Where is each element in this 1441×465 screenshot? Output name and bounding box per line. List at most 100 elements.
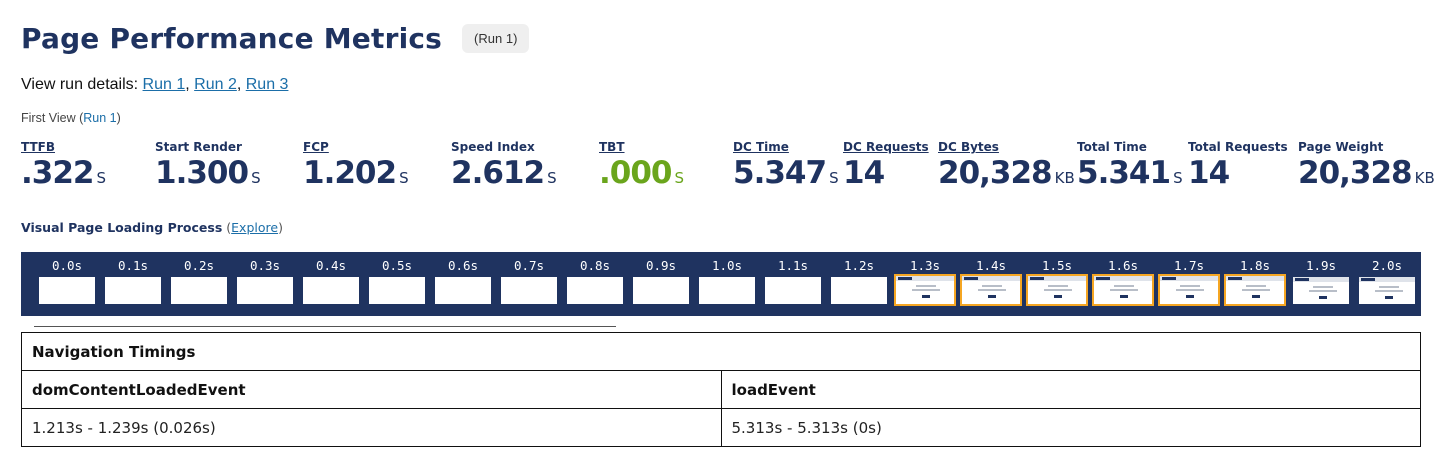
metric-unit: S xyxy=(96,169,107,187)
filmstrip-frame[interactable]: 0.9s xyxy=(630,257,692,304)
visual-loading-label: Visual Page Loading Process xyxy=(21,220,223,235)
frame-thumbnail xyxy=(765,277,821,304)
frame-time: 0.8s xyxy=(579,258,611,273)
filmstrip-frame[interactable]: 0.7s xyxy=(498,257,560,304)
frame-thumbnail xyxy=(894,274,956,306)
frame-time: 2.0s xyxy=(1371,258,1403,273)
filmstrip-frame[interactable]: 1.4s xyxy=(960,257,1022,306)
metric-value: 5.347 xyxy=(733,155,827,191)
run-2-link[interactable]: Run 2 xyxy=(194,76,237,93)
filmstrip-frame[interactable]: 1.2s xyxy=(828,257,890,304)
frame-thumbnail xyxy=(831,277,887,304)
frame-thumbnail xyxy=(501,277,557,304)
metric-start-render: Start Render 1.300 S xyxy=(155,140,261,196)
frame-thumbnail xyxy=(39,277,95,304)
frame-thumbnail xyxy=(1158,274,1220,306)
filmstrip-frame[interactable]: 0.1s xyxy=(102,257,164,304)
metric-fcp: FCP 1.202 S xyxy=(303,140,409,196)
metric-label[interactable]: DC Requests xyxy=(843,140,929,154)
frame-time: 1.7s xyxy=(1173,258,1205,273)
metric-label[interactable]: TTFB xyxy=(21,140,55,154)
filmstrip-frame[interactable]: 1.8s xyxy=(1224,257,1286,306)
metric-unit: S xyxy=(674,169,685,187)
frame-thumbnail xyxy=(1026,274,1088,306)
page-title: Page Performance Metrics xyxy=(21,22,443,55)
column-header-dom-content-loaded: domContentLoadedEvent xyxy=(21,370,722,409)
frame-time: 1.9s xyxy=(1305,258,1337,273)
metric-label[interactable]: DC Bytes xyxy=(938,140,999,154)
metric-value: 20,328 xyxy=(938,155,1053,191)
frame-time: 0.7s xyxy=(513,258,545,273)
run-1-link[interactable]: Run 1 xyxy=(142,76,186,93)
metric-value: 20,328 xyxy=(1298,155,1413,191)
frame-time: 0.9s xyxy=(645,258,677,273)
frame-thumbnail xyxy=(171,277,227,304)
frame-time: 1.0s xyxy=(711,258,743,273)
visual-loading-open: ( xyxy=(222,220,232,235)
metric-unit: KB xyxy=(1414,169,1435,187)
metric-label: Total Time xyxy=(1077,140,1147,154)
frame-time: 0.3s xyxy=(249,258,281,273)
title-row: Page Performance Metrics (Run 1) xyxy=(21,22,530,55)
filmstrip-frame[interactable]: 2.0s xyxy=(1356,257,1418,304)
filmstrip-frame[interactable]: 1.0s xyxy=(696,257,758,304)
metric-unit: S xyxy=(547,169,557,187)
dom-content-loaded-value: 1.213s - 1.239s (0.026s) xyxy=(21,408,722,447)
metric-page-weight: Page Weight 20,328 KB xyxy=(1298,140,1435,196)
run-details-label: View run details: xyxy=(21,76,143,93)
frame-time: 1.2s xyxy=(843,258,875,273)
metric-total-time: Total Time 5.341 S xyxy=(1077,140,1183,196)
first-view-label: First View (Run 1) xyxy=(21,111,121,125)
frame-thumbnail xyxy=(237,277,293,304)
filmstrip-frame[interactable]: 0.3s xyxy=(234,257,296,304)
filmstrip-frame[interactable]: 0.8s xyxy=(564,257,626,304)
filmstrip-frame[interactable]: 1.5s xyxy=(1026,257,1088,306)
metric-value: 1.300 xyxy=(155,155,249,191)
navigation-timings-title: Navigation Timings xyxy=(21,332,1421,371)
metric-unit: S xyxy=(251,169,261,187)
filmstrip-frame[interactable]: 1.9s xyxy=(1290,257,1352,304)
frame-thumbnail xyxy=(1092,274,1154,306)
filmstrip-frame[interactable]: 0.2s xyxy=(168,257,230,304)
filmstrip-frame[interactable]: 0.4s xyxy=(300,257,362,304)
frame-thumbnail xyxy=(960,274,1022,306)
frame-time: 0.4s xyxy=(315,258,347,273)
frame-thumbnail xyxy=(369,277,425,304)
frame-thumbnail xyxy=(633,277,689,304)
first-view-close: ) xyxy=(116,111,121,125)
load-event-value: 5.313s - 5.313s (0s) xyxy=(720,408,1421,447)
explore-link[interactable]: Explore xyxy=(231,220,279,235)
frame-time: 0.2s xyxy=(183,258,215,273)
metric-label: Page Weight xyxy=(1298,140,1384,154)
metric-dc-time: DC Time 5.347 S xyxy=(733,140,839,196)
run-3-link[interactable]: Run 3 xyxy=(245,76,289,93)
metric-label[interactable]: DC Time xyxy=(733,140,789,154)
metric-label: Speed Index xyxy=(451,140,535,154)
frame-time: 1.4s xyxy=(975,258,1007,273)
metric-value: .322 xyxy=(21,155,94,191)
frame-thumbnail xyxy=(435,277,491,304)
metric-label[interactable]: TBT xyxy=(599,140,625,154)
frame-thumbnail xyxy=(303,277,359,304)
metric-unit: KB xyxy=(1054,169,1075,187)
metric-value: 2.612 xyxy=(451,155,545,191)
metric-dc-requests: DC Requests 14 xyxy=(843,140,929,196)
frame-time: 0.6s xyxy=(447,258,479,273)
metric-label: Total Requests xyxy=(1188,140,1288,154)
metric-label[interactable]: FCP xyxy=(303,140,329,154)
frame-thumbnail xyxy=(567,277,623,304)
column-header-load-event: loadEvent xyxy=(720,370,1421,409)
first-view-text: First View ( xyxy=(21,111,84,125)
filmstrip-frame[interactable]: 1.7s xyxy=(1158,257,1220,306)
metric-unit: S xyxy=(829,169,839,187)
filmstrip-frame[interactable]: 0.0s xyxy=(36,257,98,304)
filmstrip-frame[interactable]: 0.6s xyxy=(432,257,494,304)
filmstrip-frame[interactable]: 1.6s xyxy=(1092,257,1154,306)
filmstrip-frame[interactable]: 0.5s xyxy=(366,257,428,304)
metric-label: Start Render xyxy=(155,140,242,154)
divider xyxy=(34,326,616,327)
first-view-run-link[interactable]: Run 1 xyxy=(83,111,117,125)
filmstrip-frame[interactable]: 1.1s xyxy=(762,257,824,304)
visual-loading-close: ) xyxy=(278,220,283,235)
filmstrip-frame[interactable]: 1.3s xyxy=(894,257,956,306)
